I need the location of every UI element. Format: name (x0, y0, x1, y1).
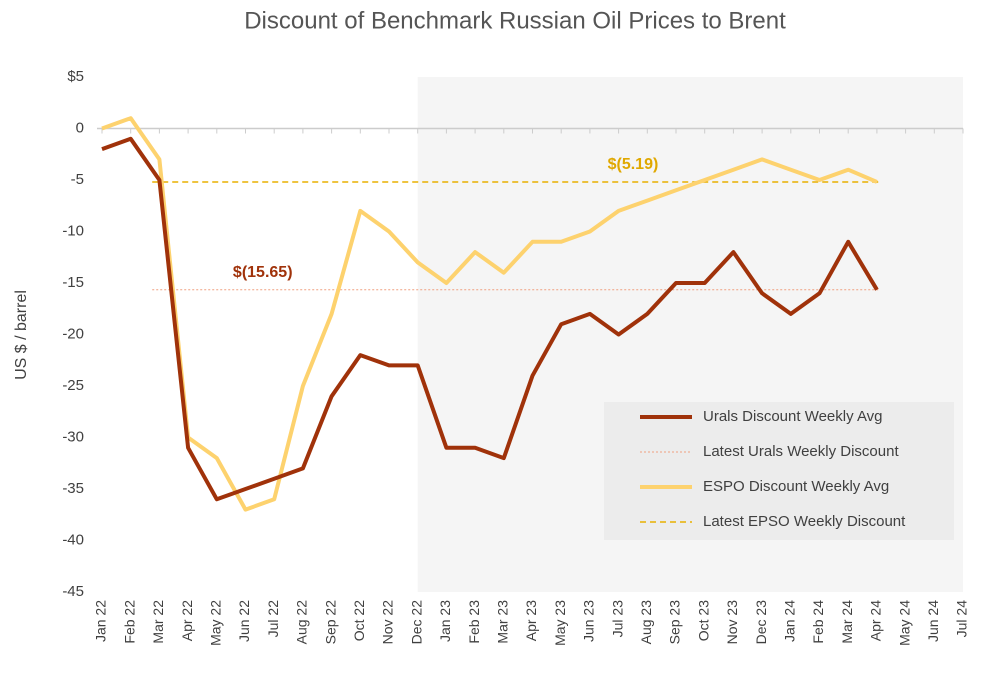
y-tick-label: -15 (62, 274, 84, 291)
legend-label: ESPO Discount Weekly Avg (703, 478, 889, 495)
x-tick-label: Sep 23 (667, 600, 683, 645)
x-tick-label: Dec 23 (753, 600, 769, 645)
x-tick-label: Mar 24 (839, 600, 855, 644)
y-tick-label: -40 (62, 531, 84, 548)
x-tick-label: Apr 22 (179, 600, 195, 641)
y-tick-label: $5 (67, 68, 84, 85)
x-tick-label: Jul 23 (609, 600, 625, 638)
x-tick-label: Aug 22 (294, 600, 310, 645)
y-tick-label: -20 (62, 325, 84, 342)
x-tick-label: Mar 22 (150, 600, 166, 644)
x-tick-label: Jul 24 (954, 600, 970, 638)
legend-label: Urals Discount Weekly Avg (703, 408, 883, 425)
y-tick-label: -45 (62, 583, 84, 600)
x-tick-label: May 23 (552, 600, 568, 646)
x-tick-label: May 24 (896, 600, 912, 646)
y-tick-label: -10 (62, 222, 84, 239)
x-tick-label: Jan 24 (782, 600, 798, 642)
reference-label: $(15.65) (233, 264, 293, 281)
y-tick-label: -30 (62, 428, 84, 445)
x-tick-label: Jun 24 (925, 600, 941, 642)
x-tick-label: Aug 23 (638, 600, 654, 645)
x-tick-label: Jun 23 (581, 600, 597, 642)
y-tick-label: -25 (62, 377, 84, 394)
x-tick-label: Dec 22 (408, 600, 424, 645)
chart-title: Discount of Benchmark Russian Oil Prices… (244, 7, 786, 34)
series-line (101, 116, 878, 512)
x-tick-label: Jan 22 (93, 600, 109, 642)
y-axis-label: US $ / barrel (13, 290, 30, 380)
x-tick-label: Jul 22 (265, 600, 281, 638)
legend-label: Latest EPSO Weekly Discount (703, 513, 906, 530)
x-tick-label: Feb 23 (466, 600, 482, 644)
x-tick-label: Sep 22 (322, 600, 338, 645)
series-line (101, 136, 879, 502)
legend-label: Latest Urals Weekly Discount (703, 443, 899, 460)
x-tick-label: Jun 22 (236, 600, 252, 642)
x-tick-label: Feb 24 (810, 600, 826, 644)
x-tick-label: Feb 22 (121, 600, 137, 644)
x-tick-label: Oct 23 (695, 600, 711, 641)
x-tick-label: Mar 23 (495, 600, 511, 644)
y-tick-label: 0 (76, 119, 84, 136)
reference-label: $(5.19) (608, 156, 659, 173)
x-tick-label: Nov 22 (380, 600, 396, 645)
x-tick-label: Apr 24 (868, 600, 884, 641)
x-tick-label: Jan 23 (437, 600, 453, 642)
x-tick-label: May 22 (208, 600, 224, 646)
x-tick-label: Apr 23 (523, 600, 539, 641)
legend-box (604, 402, 954, 540)
y-tick-label: -35 (62, 480, 84, 497)
x-tick-label: Oct 22 (351, 600, 367, 641)
y-tick-label: -5 (71, 171, 84, 188)
x-tick-label: Nov 23 (724, 600, 740, 645)
